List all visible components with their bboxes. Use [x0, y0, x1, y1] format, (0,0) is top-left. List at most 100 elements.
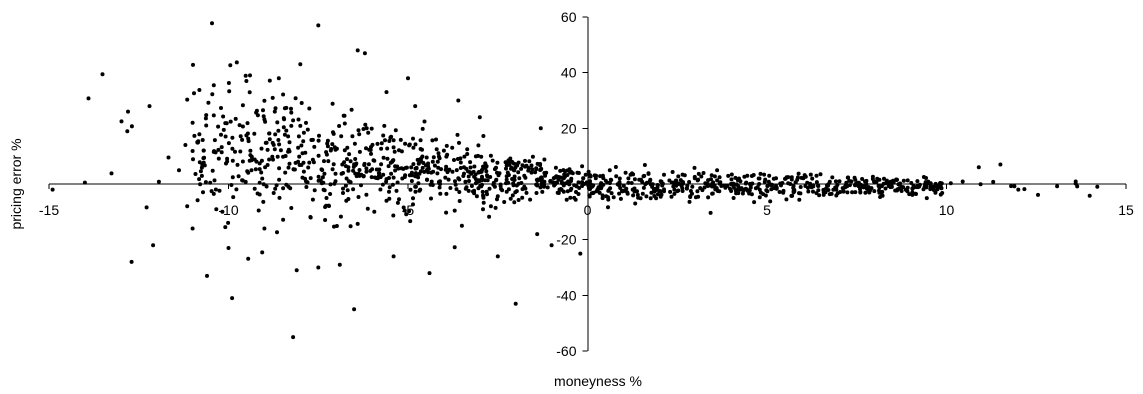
- data-point: [369, 126, 374, 131]
- data-point: [544, 170, 549, 175]
- data-point: [774, 186, 779, 191]
- data-point: [872, 189, 877, 194]
- data-point: [286, 165, 291, 170]
- data-point: [504, 189, 509, 194]
- data-point: [345, 145, 350, 150]
- data-point: [394, 188, 399, 193]
- data-point: [249, 168, 254, 173]
- data-point: [617, 191, 622, 196]
- data-point: [781, 188, 786, 193]
- data-point: [299, 101, 304, 105]
- data-point: [833, 179, 838, 184]
- data-point: [841, 189, 846, 193]
- data-point: [411, 202, 415, 207]
- data-point: [291, 335, 296, 340]
- data-point: [729, 177, 734, 182]
- data-point: [814, 180, 819, 185]
- data-point: [407, 143, 412, 148]
- data-point: [244, 79, 249, 83]
- data-point: [345, 157, 349, 162]
- data-point: [437, 156, 442, 161]
- data-point: [903, 187, 908, 192]
- data-point: [600, 196, 605, 201]
- data-point: [248, 148, 253, 153]
- data-point: [515, 163, 520, 168]
- data-point: [407, 209, 412, 214]
- data-point: [708, 210, 713, 215]
- data-point: [483, 161, 488, 166]
- data-point: [465, 147, 470, 152]
- data-point: [166, 155, 171, 160]
- data-point: [468, 165, 473, 170]
- data-point: [333, 171, 338, 176]
- data-point: [362, 161, 367, 166]
- data-point: [893, 188, 898, 193]
- data-point: [437, 185, 442, 190]
- data-point: [379, 146, 384, 151]
- data-point: [254, 108, 259, 113]
- data-point: [858, 190, 863, 195]
- data-point: [850, 190, 855, 195]
- data-point: [439, 167, 443, 172]
- data-point: [147, 104, 152, 109]
- data-point: [991, 179, 996, 184]
- data-point: [771, 176, 776, 181]
- data-point: [435, 171, 440, 176]
- data-point: [939, 186, 944, 191]
- data-point: [219, 132, 223, 137]
- data-point: [863, 190, 868, 195]
- data-point: [777, 190, 782, 194]
- data-point: [457, 140, 461, 145]
- data-point: [480, 182, 484, 187]
- data-point: [233, 149, 237, 154]
- data-point: [513, 301, 518, 306]
- data-point: [267, 157, 272, 162]
- data-point: [448, 186, 453, 190]
- data-point: [606, 197, 611, 202]
- data-point: [406, 76, 410, 81]
- data-point: [831, 187, 836, 192]
- data-point: [404, 212, 409, 217]
- data-point: [316, 174, 321, 179]
- data-point: [872, 179, 876, 184]
- data-point: [495, 194, 500, 199]
- data-point: [595, 187, 600, 192]
- data-point: [865, 186, 870, 191]
- data-point: [808, 183, 813, 188]
- data-point: [211, 113, 216, 118]
- data-point: [540, 189, 545, 194]
- data-point: [192, 91, 196, 96]
- data-point: [277, 195, 282, 200]
- data-point: [798, 185, 803, 189]
- data-point: [790, 193, 795, 198]
- data-point: [693, 195, 698, 200]
- data-point: [706, 195, 711, 200]
- data-point: [710, 191, 715, 196]
- data-point: [476, 143, 481, 148]
- data-point: [703, 181, 708, 186]
- data-point: [700, 188, 705, 193]
- data-point: [510, 193, 515, 198]
- data-point: [413, 184, 418, 189]
- data-point: [569, 186, 574, 191]
- data-point: [692, 176, 697, 181]
- data-point: [601, 182, 606, 187]
- data-point: [609, 191, 614, 196]
- data-point: [354, 174, 359, 179]
- data-point: [413, 171, 418, 176]
- data-point: [205, 273, 209, 278]
- data-point: [418, 157, 423, 162]
- data-point: [316, 265, 321, 270]
- data-point: [234, 60, 239, 65]
- data-point: [379, 162, 384, 167]
- data-point: [294, 268, 299, 273]
- data-point: [303, 150, 308, 155]
- data-point: [409, 165, 414, 170]
- data-point: [387, 185, 392, 190]
- data-point: [493, 205, 498, 210]
- data-point: [507, 162, 512, 167]
- data-point: [384, 198, 389, 203]
- data-point: [914, 192, 918, 196]
- y-tick-label: 20: [561, 120, 577, 136]
- data-point: [185, 204, 190, 209]
